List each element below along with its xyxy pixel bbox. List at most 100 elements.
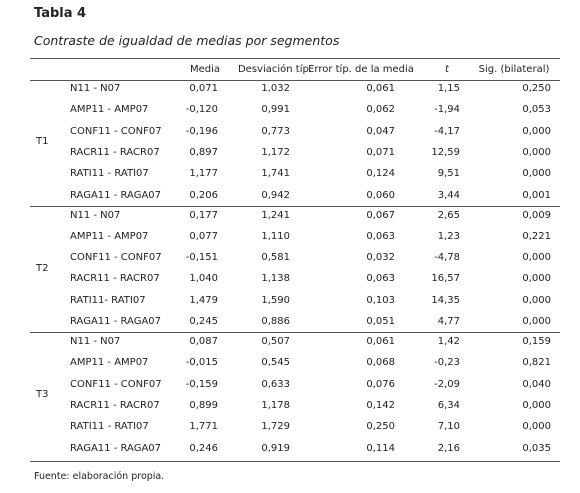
group-label: T3	[36, 389, 49, 401]
row-label: RAGA11 - RAGA07	[70, 442, 162, 454]
row-label: RATI11- RATI07	[70, 294, 146, 306]
row-label: N11 - N07	[70, 336, 121, 347]
cell: 0,124	[366, 168, 395, 180]
cell: 0,040	[522, 378, 551, 390]
cell: 6,34	[437, 399, 460, 411]
row-label: RACR11 - RACR07	[70, 146, 160, 158]
cell: 0,061	[366, 336, 395, 347]
cell: 1,040	[189, 273, 218, 285]
cell: 0,142	[366, 399, 395, 411]
cell: 1,23	[437, 230, 460, 242]
cell: 0,009	[522, 209, 551, 221]
row-label: RAGA11 - RAGA07	[70, 316, 162, 327]
cell: 16,57	[431, 273, 460, 285]
cell: 0,545	[261, 357, 290, 369]
cell: 1,479	[189, 294, 218, 306]
cell: 0,063	[366, 230, 395, 242]
cell: 0,053	[522, 104, 551, 116]
cell: 0,250	[522, 83, 551, 94]
cell: 3,44	[437, 189, 460, 201]
row-label: AMP11 - AMP07	[70, 230, 149, 242]
cell: 0,245	[189, 316, 218, 327]
cell: 0,047	[366, 125, 395, 137]
cell: 0,067	[366, 209, 395, 221]
cell: 0,060	[366, 189, 395, 201]
cell: 1,741	[261, 168, 290, 180]
row-label: AMP11 - AMP07	[70, 357, 149, 369]
cell: 1,177	[189, 168, 218, 180]
cell: 0,507	[261, 336, 290, 347]
cell: 0,000	[522, 146, 551, 158]
cell: 7,10	[437, 421, 460, 433]
cell: 1,138	[261, 273, 290, 285]
cell: -0,23	[434, 357, 460, 369]
cell: 2,65	[437, 209, 460, 221]
row-label: RACR11 - RACR07	[70, 399, 160, 411]
cell: 1,241	[261, 209, 290, 221]
cell: 0,000	[522, 273, 551, 285]
cell: 0,114	[366, 442, 395, 454]
rule	[30, 58, 560, 59]
cell: 0,633	[261, 378, 290, 390]
cell: 0,206	[189, 189, 218, 201]
cell: 0,159	[522, 336, 551, 347]
rule	[30, 461, 560, 462]
cell: 0,103	[366, 294, 395, 306]
cell: 0,821	[522, 357, 551, 369]
cell: 0,063	[366, 273, 395, 285]
cell: 0,000	[522, 294, 551, 306]
cell: 0,221	[522, 230, 551, 242]
cell: -0,196	[185, 125, 218, 137]
row-label: AMP11 - AMP07	[70, 104, 149, 116]
cell: 0,035	[522, 442, 551, 454]
table-subtitle: Contraste de igualdad de medias por segm…	[34, 33, 340, 48]
cell: -4,17	[434, 125, 460, 137]
cell: 0,773	[261, 125, 290, 137]
group-label: T2	[36, 262, 49, 274]
column-header: Desviación típ.	[237, 64, 313, 75]
cell: 0,071	[366, 146, 395, 158]
rule	[30, 206, 560, 207]
cell: 0,061	[366, 83, 395, 94]
cell: 0,991	[261, 104, 290, 116]
cell: 1,42	[437, 336, 460, 347]
cell: 14,35	[431, 294, 460, 306]
cell: 0,250	[366, 421, 395, 433]
cell: 0,077	[189, 230, 218, 242]
cell: -0,159	[185, 378, 218, 390]
rule	[30, 80, 560, 81]
cell: 0,000	[522, 316, 551, 327]
column-header: Sig. (bilateral)	[478, 64, 550, 75]
cell: 12,59	[431, 146, 460, 158]
cell: 0,581	[261, 252, 290, 264]
cell: 0,000	[522, 421, 551, 433]
cell: 9,51	[437, 168, 460, 180]
row-label: CONF11 - CONF07	[70, 378, 162, 390]
cell: 0,032	[366, 252, 395, 264]
cell: 1,15	[437, 83, 460, 94]
cell: -0,151	[185, 252, 218, 264]
row-label: RACR11 - RACR07	[70, 273, 160, 285]
cell: 1,178	[261, 399, 290, 411]
cell: 1,172	[261, 146, 290, 158]
cell: -0,120	[185, 104, 218, 116]
cell: 0,942	[261, 189, 290, 201]
cell: 1,032	[261, 83, 290, 94]
cell: 0,897	[189, 146, 218, 158]
cell: 0,062	[366, 104, 395, 116]
cell: 0,177	[189, 209, 218, 221]
cell: 0,899	[189, 399, 218, 411]
cell: -4,78	[434, 252, 460, 264]
cell: -0,015	[185, 357, 218, 369]
table-footer: Fuente: elaboración propia.	[34, 471, 165, 482]
cell: 0,919	[261, 442, 290, 454]
cell: 0,001	[522, 189, 551, 201]
row-label: RAGA11 - RAGA07	[70, 189, 162, 201]
cell: 0,000	[522, 168, 551, 180]
cell: 1,771	[189, 421, 218, 433]
row-label: N11 - N07	[70, 209, 121, 221]
cell: 1,110	[261, 230, 290, 242]
group-label: T1	[36, 136, 49, 148]
cell: 0,051	[366, 316, 395, 327]
